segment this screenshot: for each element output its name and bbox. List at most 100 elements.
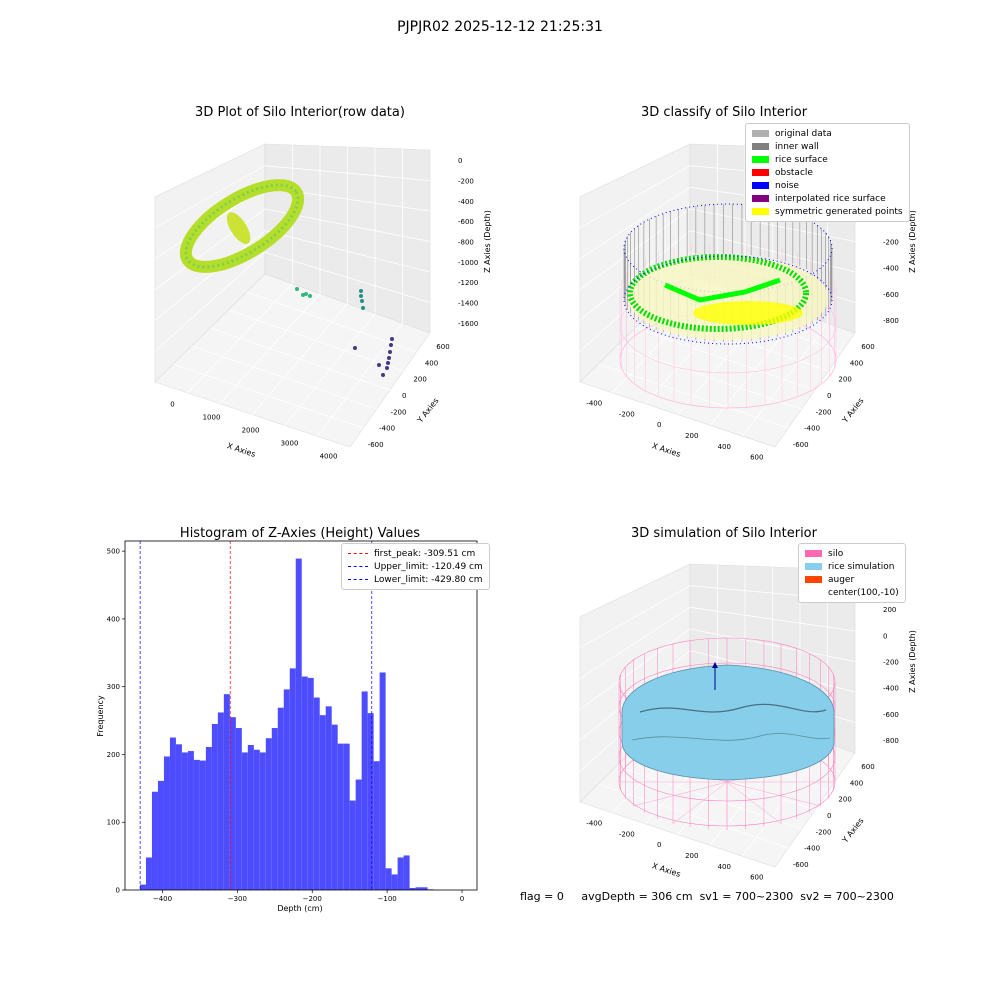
scatter-point [353, 346, 357, 350]
scatter-point [381, 373, 385, 377]
histogram-bar [391, 874, 398, 890]
scatter-point [304, 292, 308, 296]
histogram-bar [157, 780, 164, 890]
panel4-3d-plot: -400 -200 0 200 400 600 -600 -400 -200 0 200 400 600… [579, 563, 917, 882]
noise-ring-bottom [623, 255, 833, 345]
legend-item: inner wall [752, 140, 903, 153]
grid-line [579, 628, 691, 710]
center-points [226, 212, 251, 244]
scatter-point [360, 299, 364, 303]
x-tick-label: -200 [619, 410, 635, 418]
rice-surface-streak [664, 277, 781, 303]
histogram-bar [307, 677, 314, 890]
x-tick-label: 3000 [281, 440, 299, 448]
legend-label: first_peak: -309.51 cm [374, 548, 476, 559]
histogram-bar [385, 868, 392, 890]
y-tick-label: 0 [827, 812, 831, 820]
legend-swatch [805, 550, 822, 557]
z-tick-label: -800 [883, 317, 899, 325]
x-axis-label: X Axies [651, 441, 682, 459]
legend-label: Upper_limit: -120.49 cm [374, 561, 483, 572]
grid-line [246, 291, 417, 353]
y-tick-label: 300 [107, 683, 120, 691]
scatter-point [377, 363, 381, 367]
panel4-legend: silo rice simulation auger center(100,-1… [798, 543, 906, 603]
histogram-bar [331, 724, 338, 890]
legend-item: rice simulation [805, 560, 899, 573]
histogram-bar [325, 706, 332, 890]
z-tick-label: 0 [458, 157, 462, 165]
y-tick-label: 200 [838, 796, 851, 804]
histogram-bar [277, 707, 284, 890]
y-tick-label: -600 [793, 441, 809, 449]
histogram-bar [181, 752, 188, 890]
legend-label: inner wall [775, 141, 819, 152]
x-tick-label: −400 [153, 895, 172, 903]
legend-item: symmetric generated points [752, 205, 903, 218]
y-tick-label: 500 [107, 548, 120, 556]
figure-suptitle: PJPJR02 2025-12-12 21:25:31 [397, 19, 603, 35]
scatter-point [386, 361, 390, 365]
y-tick-label: -600 [793, 861, 809, 869]
x-tick-label: -400 [586, 399, 602, 407]
scatter-point [361, 306, 365, 310]
histogram-bar [163, 756, 170, 890]
z-tick-label: -1200 [458, 279, 478, 287]
y-tick-label: -200 [816, 828, 832, 836]
scatter-point [308, 294, 312, 298]
rice-surface-ridge [631, 733, 831, 741]
histogram-bar [223, 694, 230, 890]
histogram-bar [283, 689, 290, 890]
y-tick-label: -600 [368, 441, 384, 449]
y-tick-label: 100 [107, 819, 120, 827]
z-tick-label: -200 [883, 239, 899, 247]
y-tick-label: -400 [379, 425, 395, 433]
legend-swatch [752, 195, 769, 202]
symmetric-generated-points [693, 301, 803, 325]
legend-item: first_peak: -309.51 cm [348, 547, 483, 560]
histogram-bar [337, 743, 344, 890]
legend-item: noise [752, 179, 903, 192]
ring-point-cloud [179, 179, 305, 273]
x-tick-label: 600 [750, 454, 763, 462]
y-tick-label: 400 [850, 779, 863, 787]
legend-swatch [752, 182, 769, 189]
rice-simulation-surface [621, 664, 835, 781]
x-tick-label: 1000 [203, 414, 221, 422]
grid-line [579, 585, 691, 649]
legend-item: silo [805, 547, 899, 560]
histogram-bar [409, 887, 416, 890]
y-axis-label: Y Axies [840, 816, 866, 845]
sv2-text: sv2 = 700~2300 [800, 890, 894, 903]
status-footer: flag = 0 avgDepth = 306 cm sv1 = 700~230… [520, 890, 894, 903]
legend-item: auger [805, 573, 899, 586]
grid-line [579, 230, 691, 321]
histogram-bar [373, 761, 380, 890]
histogram-bar [403, 855, 410, 890]
rice-surface-points [627, 254, 809, 332]
y-tick-label: 200 [838, 376, 851, 384]
panel1-3d-plot: 0 1000 2000 3000 4000 -600 -400 -200 0 200 400 600 0… [154, 143, 492, 461]
y-tick-label: -400 [804, 425, 820, 433]
legend-item: center(100,-10) [805, 586, 899, 599]
z-tick-label: -800 [883, 737, 899, 745]
z-tick-label: -600 [458, 218, 474, 226]
z-tick-label: -800 [458, 239, 474, 247]
histogram-bar [211, 723, 218, 890]
histogram-bar [217, 712, 224, 890]
legend-swatch [805, 576, 822, 583]
legend-label: interpolated rice surface [775, 193, 886, 204]
legend-line [348, 553, 368, 554]
histogram-bar [379, 672, 386, 890]
histogram-bar [175, 744, 182, 890]
legend-label: center(100,-10) [828, 587, 899, 598]
y-tick-label: -400 [804, 845, 820, 853]
grid-line [154, 252, 266, 352]
symmetric-points [628, 256, 828, 340]
y-axis-label: Y Axies [415, 396, 441, 425]
z-tick-label: -400 [883, 685, 899, 693]
grid-line [579, 186, 691, 260]
x-axis-label: X Axies [651, 861, 682, 879]
